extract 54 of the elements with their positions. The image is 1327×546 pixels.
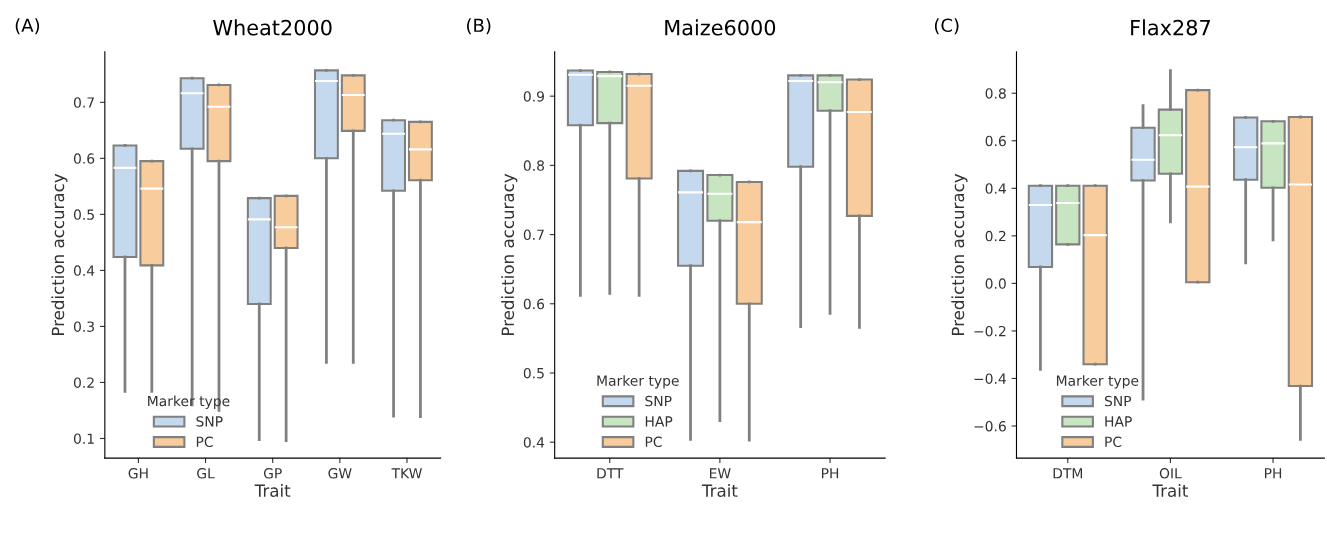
x-tick-label: DTT (597, 468, 624, 479)
legend-label: SNP (1104, 395, 1132, 407)
legend-label: PC (1105, 436, 1122, 448)
legend-label: SNP (645, 395, 672, 407)
y-tick-label: 0.3 (73, 321, 94, 332)
y-tick-label: 0.8 (523, 160, 545, 171)
y-tick-label: 0.6 (73, 153, 95, 164)
x-axis-title: Trait (701, 484, 738, 497)
y-tick-label: 0.7 (523, 229, 544, 241)
y-tick-label: 0.7 (73, 97, 94, 108)
chart-title: Wheat2000 (213, 19, 332, 36)
x-tick-label: GW (328, 468, 352, 479)
y-tick-label: 0.6 (985, 135, 1006, 147)
y-tick-label: 0.0 (985, 278, 1006, 289)
y-axis-title: Prediction accuracy (51, 173, 68, 335)
chart-title: Flax287 (1131, 19, 1210, 36)
x-tick-label: EW (710, 468, 731, 479)
x-tick-label: OIL (1159, 468, 1182, 479)
x-tick-label: PH (1264, 468, 1282, 479)
y-tick-label: −0.4 (974, 373, 1006, 384)
y-tick-label: 0.5 (523, 367, 544, 379)
y-tick-label: −0.6 (974, 420, 1006, 432)
legend-title: Marker type (1056, 375, 1139, 389)
y-tick-label: 0.6 (523, 298, 545, 310)
x-axis-title: Trait (254, 484, 291, 497)
x-tick-label: DTM (1053, 468, 1083, 479)
legend-label: PC (645, 436, 662, 448)
x-tick-label: GH (128, 468, 148, 479)
y-tick-label: 0.4 (73, 265, 95, 276)
legend-label: HAP (1105, 416, 1132, 427)
y-tick-label: 0.4 (523, 437, 545, 448)
y-tick-label: −0.2 (974, 325, 1006, 337)
legend-label: HAP (645, 416, 673, 427)
y-axis-title: Prediction accuracy (951, 173, 968, 335)
y-tick-label: 0.2 (985, 230, 1006, 242)
y-axis-title: Prediction accuracy (501, 173, 518, 335)
y-tick-label: 0.8 (985, 88, 1006, 99)
text: (B) (467, 18, 491, 35)
text: (A) (15, 18, 40, 35)
legend-label: SNP (196, 416, 223, 427)
chart-title: Maize6000 (665, 19, 776, 36)
x-tick-label: GL (197, 468, 215, 479)
y-tick-label: 0.9 (523, 91, 544, 102)
y-tick-label: 0.1 (73, 433, 94, 444)
legend-title: Marker type (597, 375, 679, 389)
x-tick-label: PH (821, 468, 839, 479)
y-tick-label: 0.5 (73, 209, 94, 220)
x-axis-title: Trait (1152, 484, 1188, 497)
y-tick-label: 0.2 (73, 377, 94, 388)
y-tick-label: 0.4 (985, 183, 1006, 194)
x-tick-label: TKW (391, 468, 422, 479)
x-tick-label: GP (263, 468, 282, 479)
text: (C) (934, 18, 959, 35)
legend-label: PC (196, 436, 213, 448)
